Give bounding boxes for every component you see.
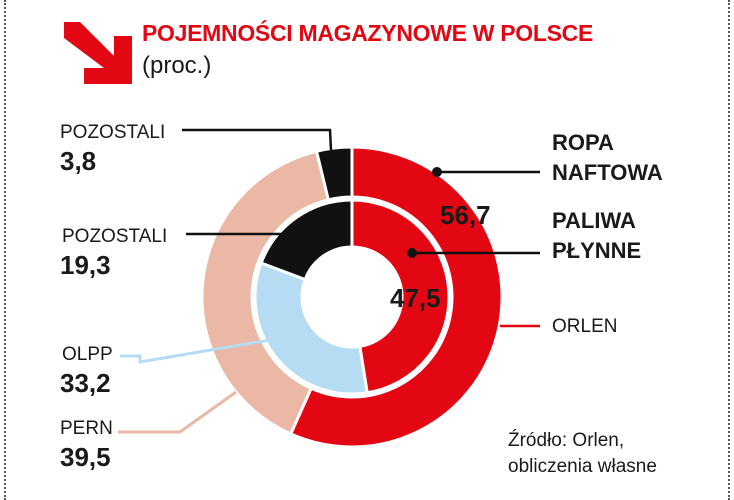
outer-slice-pozostali [314, 145, 354, 202]
inner-slice-olpp [253, 261, 369, 396]
label-outer-pozostali-name: POZOSTALI [60, 122, 166, 143]
legend-ropa-line2: NAFTOWA [552, 160, 663, 185]
label-inner-pozostali-name: POZOSTALI [62, 226, 168, 247]
label-orlen-name: ORLEN [552, 316, 618, 337]
label-inner-pozostali-value: 19,3 [60, 250, 111, 280]
label-pern-name: PERN [60, 418, 113, 439]
label-outer-pozostali-value: 3,8 [60, 146, 97, 176]
arrow-down-right-icon [64, 22, 132, 84]
left-dotted-border [4, 0, 6, 500]
label-olpp-value: 33,2 [60, 368, 111, 398]
source-line2: obliczenia własne [508, 456, 657, 477]
inner-slice-orlen [350, 198, 451, 395]
outer-ring [200, 145, 504, 449]
legend-paliwa-plynne: PALIWA PŁYNNE [552, 206, 641, 266]
right-dotted-border [728, 0, 730, 500]
marker-paliwa [407, 248, 417, 258]
outer-slice-pern [200, 149, 331, 436]
leader-pern [118, 390, 237, 434]
chart-title: POJEMNOŚCI MAGAZYNOWE W POLSCE [142, 20, 594, 46]
leader-olpp [120, 338, 271, 364]
label-olpp-name: OLPP [62, 344, 113, 365]
marker-ropa [432, 167, 442, 177]
label-orlen-inner-value: 47,5 [390, 283, 441, 313]
legend-ropa-naftowa: ROPA NAFTOWA [552, 128, 663, 188]
source-line1: Źródło: Orlen, [508, 430, 625, 451]
label-orlen-outer-value: 56,7 [440, 200, 491, 230]
leader-outer-pozostali [182, 128, 333, 151]
label-pern-value: 39,5 [60, 442, 111, 472]
legend-paliwa-line2: PŁYNNE [552, 238, 642, 263]
source-note: Źródło: Orlen, obliczenia własne [508, 428, 657, 480]
chart-subtitle: (proc.) [142, 52, 212, 79]
legend-paliwa-line1: PALIWA [552, 208, 636, 233]
legend-ropa-line1: ROPA [552, 130, 614, 155]
outer-slice-orlen [288, 145, 504, 449]
leader-lines [118, 128, 540, 434]
